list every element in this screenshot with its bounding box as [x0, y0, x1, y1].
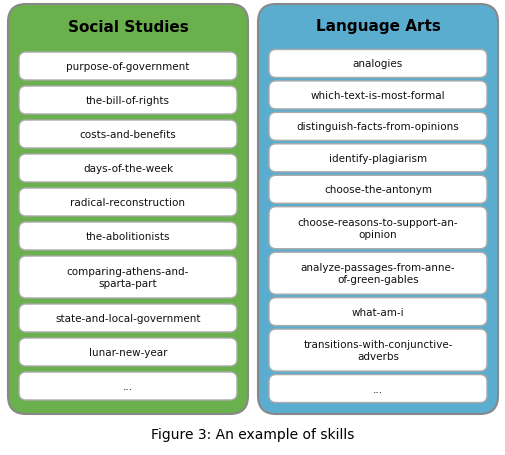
Text: which-text-is-most-formal: which-text-is-most-formal: [310, 91, 444, 101]
FancyBboxPatch shape: [19, 372, 236, 400]
Text: Figure 3: An example of skills: Figure 3: An example of skills: [151, 427, 354, 441]
Text: days-of-the-week: days-of-the-week: [83, 164, 173, 174]
Text: ...: ...: [123, 381, 133, 391]
Text: what-am-i: what-am-i: [351, 307, 403, 317]
FancyBboxPatch shape: [269, 113, 486, 141]
FancyBboxPatch shape: [19, 155, 236, 182]
Text: radical-reconstruction: radical-reconstruction: [70, 197, 185, 207]
Text: choose-reasons-to-support-an-
opinion: choose-reasons-to-support-an- opinion: [297, 217, 458, 239]
FancyBboxPatch shape: [269, 51, 486, 78]
FancyBboxPatch shape: [269, 253, 486, 294]
Text: comparing-athens-and-
sparta-part: comparing-athens-and- sparta-part: [67, 267, 189, 288]
FancyBboxPatch shape: [269, 298, 486, 326]
FancyBboxPatch shape: [19, 257, 236, 298]
Text: identify-plagiarism: identify-plagiarism: [328, 153, 426, 163]
FancyBboxPatch shape: [19, 304, 236, 332]
FancyBboxPatch shape: [269, 176, 486, 204]
FancyBboxPatch shape: [269, 82, 486, 110]
FancyBboxPatch shape: [19, 338, 236, 366]
FancyBboxPatch shape: [19, 188, 236, 217]
FancyBboxPatch shape: [19, 53, 236, 81]
Text: transitions-with-conjunctive-
adverbs: transitions-with-conjunctive- adverbs: [302, 339, 452, 361]
Text: costs-and-benefits: costs-and-benefits: [79, 130, 176, 140]
FancyBboxPatch shape: [19, 222, 236, 250]
FancyBboxPatch shape: [19, 87, 236, 115]
FancyBboxPatch shape: [269, 207, 486, 249]
Text: analogies: analogies: [352, 59, 402, 69]
Text: the-abolitionists: the-abolitionists: [85, 232, 170, 242]
FancyBboxPatch shape: [258, 5, 497, 414]
FancyBboxPatch shape: [19, 121, 236, 149]
Text: lunar-new-year: lunar-new-year: [88, 347, 167, 357]
Text: Language Arts: Language Arts: [315, 20, 439, 35]
Text: ...: ...: [372, 384, 382, 394]
Text: the-bill-of-rights: the-bill-of-rights: [86, 96, 170, 106]
Text: Social Studies: Social Studies: [68, 20, 188, 35]
FancyBboxPatch shape: [269, 375, 486, 403]
FancyBboxPatch shape: [269, 329, 486, 371]
Text: purpose-of-government: purpose-of-government: [66, 62, 189, 72]
Text: choose-the-antonym: choose-the-antonym: [323, 185, 431, 195]
Text: state-and-local-government: state-and-local-government: [55, 313, 200, 324]
Text: distinguish-facts-from-opinions: distinguish-facts-from-opinions: [296, 122, 459, 132]
Text: analyze-passages-from-anne-
of-green-gables: analyze-passages-from-anne- of-green-gab…: [300, 263, 454, 284]
FancyBboxPatch shape: [269, 145, 486, 172]
FancyBboxPatch shape: [8, 5, 247, 414]
